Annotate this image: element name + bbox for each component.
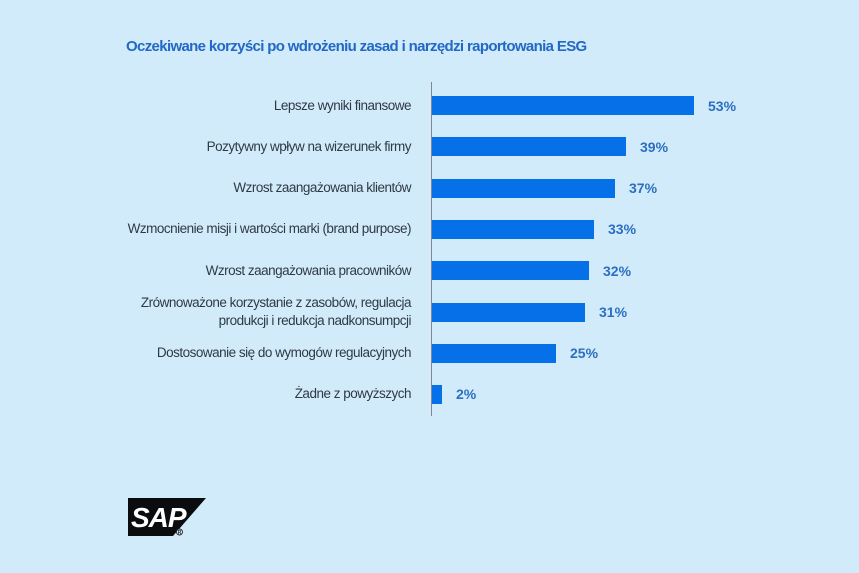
svg-text:SAP: SAP <box>131 502 187 533</box>
svg-text:R: R <box>178 530 182 536</box>
